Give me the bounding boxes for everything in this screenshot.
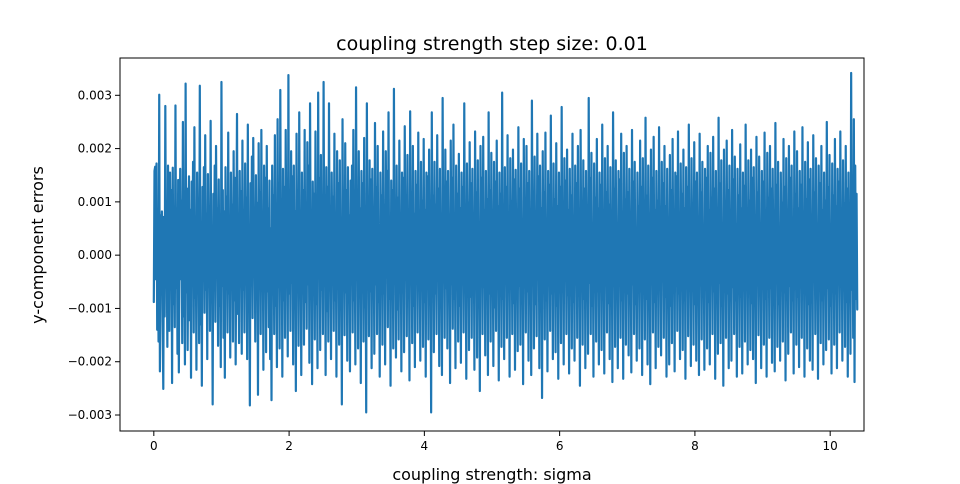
y-tick-label: 0.003 bbox=[78, 88, 112, 102]
x-tick-label: 0 bbox=[150, 439, 158, 453]
plot-area bbox=[152, 71, 859, 414]
y-tick-label: −0.001 bbox=[68, 301, 112, 315]
y-tick-label: 0.002 bbox=[78, 142, 112, 156]
data-line bbox=[152, 71, 859, 414]
x-tick-label: 8 bbox=[691, 439, 699, 453]
y-tick-label: 0.000 bbox=[78, 248, 112, 262]
axes-frame bbox=[119, 57, 865, 432]
y-tick-label: 0.001 bbox=[78, 195, 112, 209]
x-tick-label: 2 bbox=[285, 439, 293, 453]
x-axis-label: coupling strength: sigma bbox=[392, 465, 591, 484]
chart-title: coupling strength step size: 0.01 bbox=[336, 33, 648, 55]
x-tick-label: 4 bbox=[421, 439, 429, 453]
x-axis-ticks: 0 2 4 6 8 10 bbox=[150, 431, 838, 453]
x-tick-label: 6 bbox=[556, 439, 564, 453]
y-axis-label: y-component errors bbox=[28, 166, 47, 324]
y-axis-ticks: −0.003 −0.002 −0.001 0.000 0.001 0.002 0.003 bbox=[68, 88, 120, 422]
x-tick-label: 10 bbox=[823, 439, 838, 453]
y-tick-label: −0.002 bbox=[68, 355, 112, 369]
y-tick-label: −0.003 bbox=[68, 408, 112, 422]
